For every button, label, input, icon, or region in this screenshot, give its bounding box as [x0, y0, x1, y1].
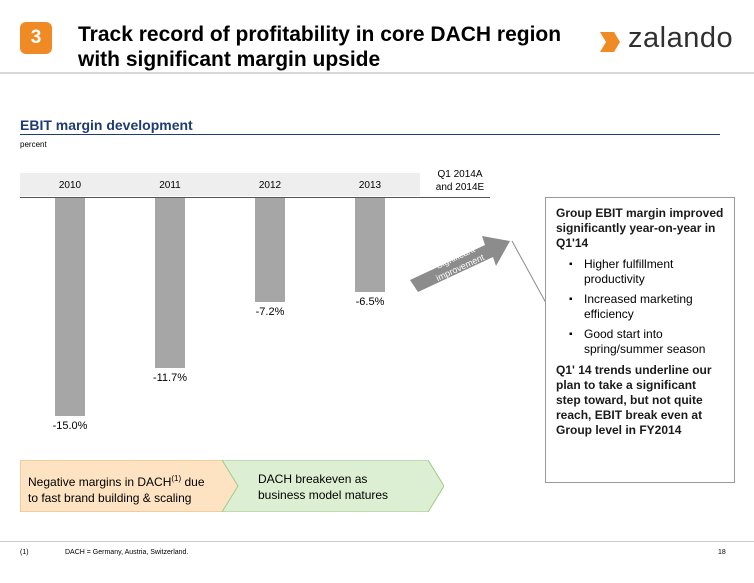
category-label-2012: 2012	[258, 180, 282, 191]
value-label-2012: -7.2%	[255, 306, 285, 319]
brand-logo: zalando	[596, 22, 746, 58]
chart-subtitle: EBIT margin development	[20, 117, 193, 133]
q1-label-line2: and 2014E	[435, 182, 485, 193]
footnote-marker: (1)	[171, 474, 182, 483]
bar-2013	[355, 198, 385, 293]
footnote-text: DACH = Germany, Austria, Switzerland.	[65, 549, 189, 556]
callout-bullet: Good start into spring/summer season	[569, 327, 724, 357]
bar-2010	[55, 198, 85, 416]
callout-heading: Group EBIT margin improved significantly…	[556, 206, 724, 250]
brand-name: zalando	[628, 22, 734, 54]
chevron2-line1: DACH breakeven as	[258, 472, 368, 486]
chevron-text-breakeven: DACH breakeven as business model matures	[258, 471, 388, 503]
chevron-text-negative: Negative margins in DACH(1) due to fast …	[28, 471, 205, 506]
improvement-arrow: Significant improvement	[410, 236, 547, 304]
page-title-line1: Track record of profitability in core DA…	[78, 23, 562, 46]
chevron2-line2: business model matures	[258, 488, 389, 502]
page-title: Track record of profitability in core DA…	[78, 22, 598, 72]
page-title-line2: with significant margin upside	[78, 48, 381, 71]
chevron1-line1: Negative margins in DACH(1) due	[28, 474, 205, 489]
callout-conclusion: Q1' 14 trends underline our plan to take…	[556, 363, 712, 437]
callout-bullet-list: Higher fulfillment productivity Increase…	[556, 257, 724, 357]
page-number: 18	[718, 549, 726, 556]
footnote-number: (1)	[20, 549, 29, 556]
category-label-2011: 2011	[159, 180, 181, 191]
callout-box: Group EBIT margin improved significantly…	[545, 197, 735, 483]
phase-chevron-breakeven	[222, 460, 444, 512]
callout-bullet: Higher fulfillment productivity	[569, 257, 724, 287]
bar-2011	[155, 198, 185, 368]
value-label-2010: -15.0%	[52, 419, 88, 432]
section-number-badge: 3	[20, 22, 52, 54]
callout-bullet: Increased marketing efficiency	[569, 292, 724, 322]
category-label-2013: 2013	[358, 180, 382, 191]
category-label-2010: 2010	[58, 180, 82, 191]
value-label-2011: -11.7%	[152, 371, 188, 384]
value-label-2013: -6.5%	[355, 296, 385, 309]
bar-2012	[255, 198, 285, 303]
footer-divider	[0, 541, 754, 542]
chart-baseline	[20, 197, 490, 198]
subtitle-divider	[20, 134, 720, 135]
chart-unit-label: percent	[20, 140, 47, 149]
q1-2014-label: Q1 2014A and 2014E	[425, 168, 495, 194]
q1-label-line1: Q1 2014A	[437, 169, 483, 180]
category-strip	[20, 173, 420, 196]
header-divider	[0, 72, 754, 74]
zalando-logo-icon	[600, 32, 620, 52]
chevron1-line2: to fast brand building & scaling	[28, 491, 192, 505]
